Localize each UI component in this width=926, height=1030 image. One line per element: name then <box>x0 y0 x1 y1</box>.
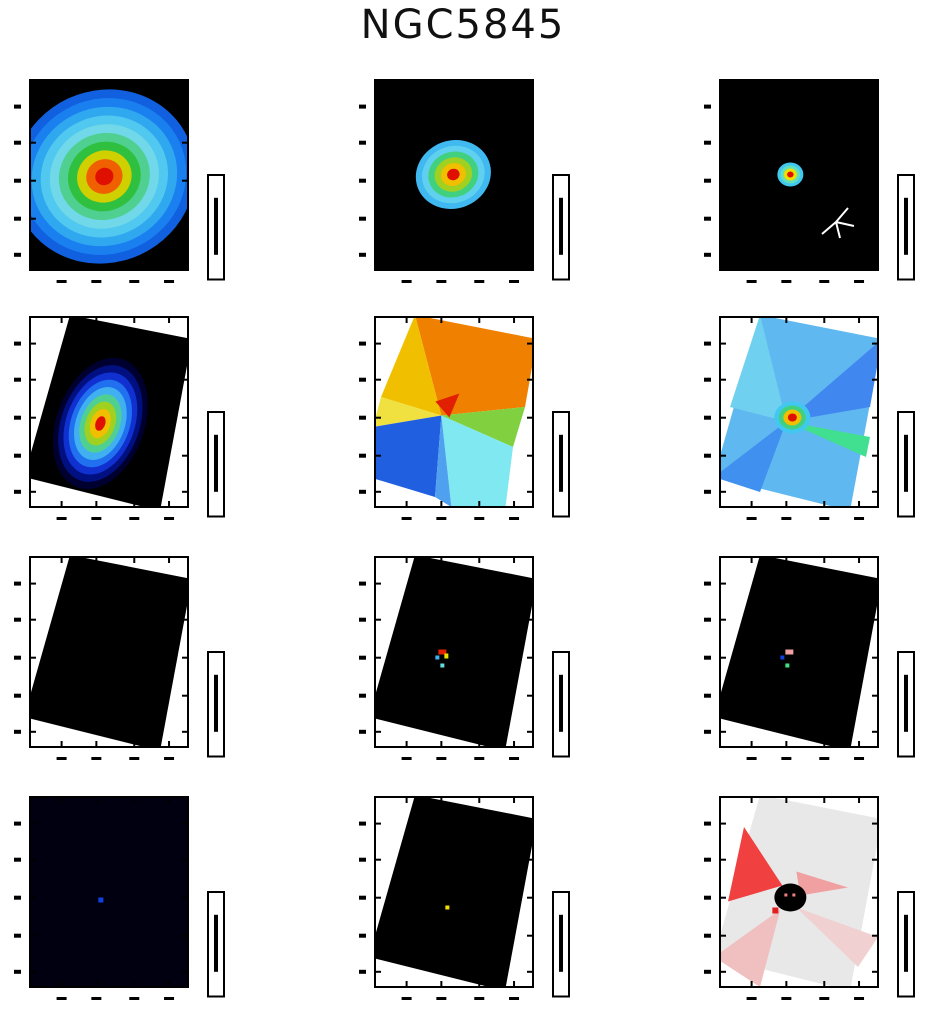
panel-age-map <box>690 785 926 1030</box>
panel-velocity <box>345 305 645 550</box>
panel-dispersion <box>690 305 926 550</box>
panel-plot <box>14 796 225 1000</box>
panel-plot <box>704 556 915 760</box>
panel-flux-3-6um <box>0 68 300 313</box>
panel-ratio-map <box>0 785 300 1030</box>
figure-title: NGC5845 <box>360 2 566 48</box>
panel-flux-4-5um <box>345 68 645 313</box>
panel-residual-1 <box>0 545 300 790</box>
panel-flux-ratio <box>690 68 926 313</box>
panel-plot <box>359 316 570 520</box>
panel-plot <box>14 316 225 520</box>
panel-plot <box>14 556 225 760</box>
panel-plot <box>704 796 915 1000</box>
panel-stellar-mass <box>0 305 300 550</box>
panel-plot <box>704 316 915 520</box>
panel-plot <box>359 796 570 1000</box>
panel-plot <box>359 79 570 283</box>
panel-plot <box>704 79 915 283</box>
panel-residual-3 <box>690 545 926 790</box>
panel-plot <box>359 556 570 760</box>
panel-metallicity <box>345 785 645 1030</box>
panel-residual-2 <box>345 545 645 790</box>
panel-plot <box>14 79 225 283</box>
